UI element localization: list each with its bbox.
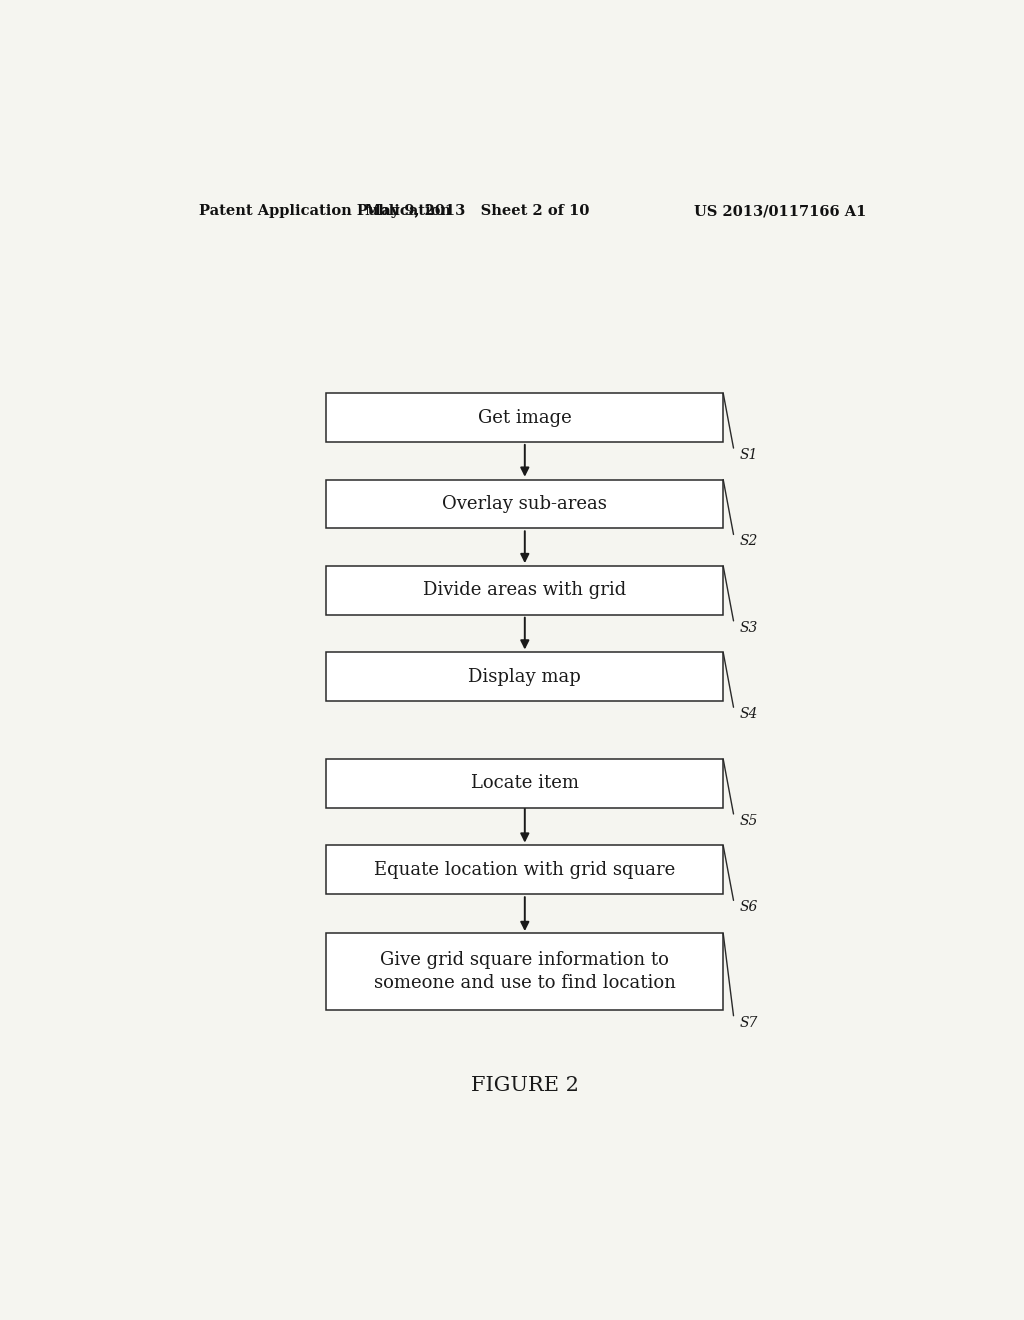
Bar	[327, 846, 723, 894]
Text: S5: S5	[740, 814, 758, 828]
Text: S2: S2	[740, 535, 758, 549]
Text: May 9, 2013   Sheet 2 of 10: May 9, 2013 Sheet 2 of 10	[365, 205, 590, 218]
Text: US 2013/0117166 A1: US 2013/0117166 A1	[693, 205, 866, 218]
Bar	[327, 933, 723, 1010]
Text: S6: S6	[740, 900, 758, 915]
Bar	[327, 566, 723, 615]
Bar	[327, 759, 723, 808]
Text: Divide areas with grid: Divide areas with grid	[423, 581, 627, 599]
Text: Patent Application Publication: Patent Application Publication	[200, 205, 452, 218]
Text: Equate location with grid square: Equate location with grid square	[374, 861, 676, 879]
Text: Overlay sub-areas: Overlay sub-areas	[442, 495, 607, 513]
Bar	[327, 393, 723, 442]
Bar	[327, 652, 723, 701]
Text: Locate item: Locate item	[471, 775, 579, 792]
Text: FIGURE 2: FIGURE 2	[471, 1076, 579, 1094]
Bar	[327, 479, 723, 528]
Text: Display map: Display map	[468, 668, 582, 686]
Text: S4: S4	[740, 708, 758, 721]
Text: Get image: Get image	[478, 409, 571, 426]
Text: S7: S7	[740, 1015, 758, 1030]
Text: S3: S3	[740, 620, 758, 635]
Text: Give grid square information to
someone and use to find location: Give grid square information to someone …	[374, 950, 676, 993]
Text: S1: S1	[740, 447, 758, 462]
